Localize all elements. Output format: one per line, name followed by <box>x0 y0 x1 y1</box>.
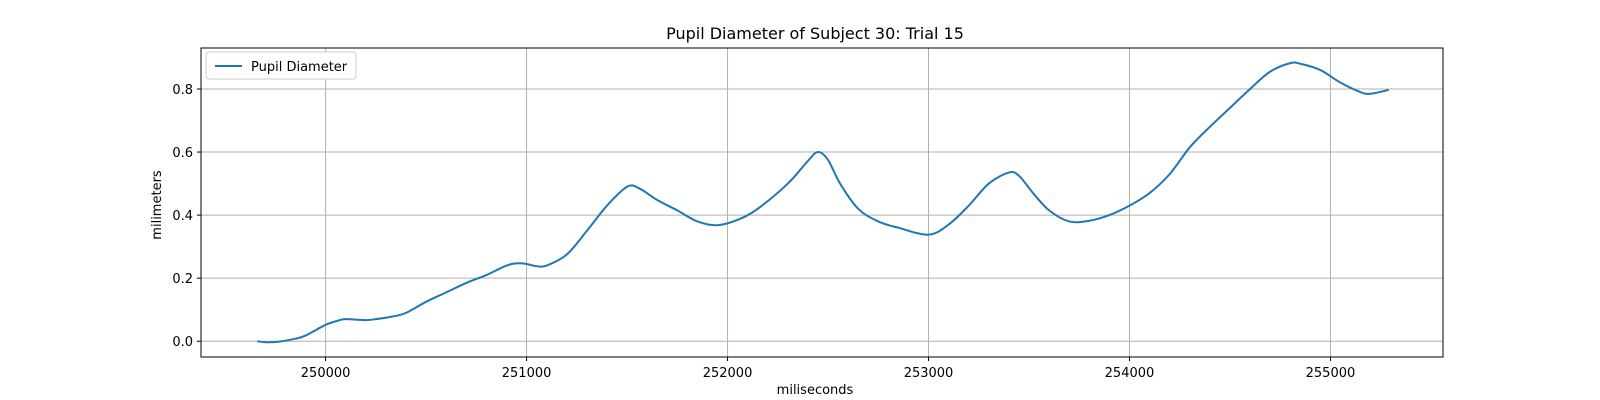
chart-title: Pupil Diameter of Subject 30: Trial 15 <box>666 24 964 43</box>
legend-label: Pupil Diameter <box>251 60 348 75</box>
legend-box <box>205 51 357 80</box>
series-line-pupil-diameter <box>257 61 1389 344</box>
x-axis-label: miliseconds <box>777 383 854 398</box>
x-tick-label: 250000 <box>301 366 351 381</box>
y-tick-label: 0.4 <box>172 209 193 224</box>
x-axis-ticks: 250000 251000 252000 253000 254000 255000 <box>301 357 1355 381</box>
y-tick-label: 0.0 <box>172 335 193 350</box>
y-tick-label: 0.2 <box>172 272 193 287</box>
x-tick-label: 252000 <box>703 366 753 381</box>
x-tick-label: 253000 <box>904 366 954 381</box>
y-axis-ticks: 0.0 0.2 0.4 0.6 0.8 <box>172 83 201 350</box>
legend: Pupil Diameter <box>205 51 357 80</box>
y-axis-label: milimeters <box>150 170 165 240</box>
series-lines <box>257 61 1389 344</box>
x-tick-label: 251000 <box>502 366 552 381</box>
y-tick-label: 0.8 <box>172 83 193 98</box>
plot-frame <box>200 47 1444 358</box>
x-tick-label: 254000 <box>1105 366 1155 381</box>
grid <box>201 48 1443 357</box>
x-tick-label: 255000 <box>1306 366 1356 381</box>
y-tick-label: 0.6 <box>172 146 193 161</box>
